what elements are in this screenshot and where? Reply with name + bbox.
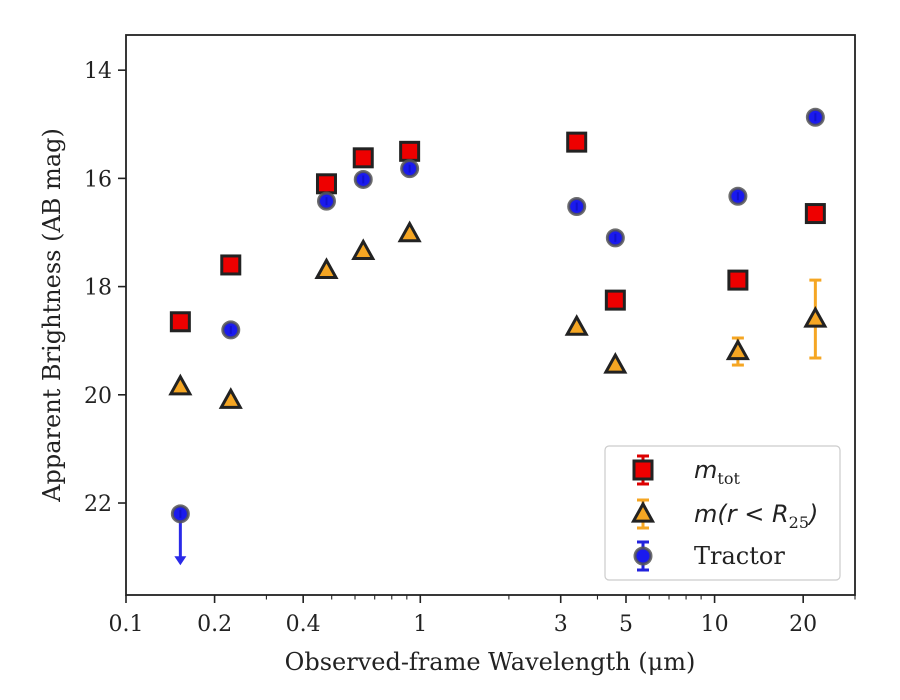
- legend-item-mr25: m(r < R25): [630, 498, 818, 532]
- x-tick-label: 3: [554, 612, 568, 637]
- mr25-point: [168, 373, 193, 396]
- legend-marker-tractor: [633, 546, 653, 566]
- y-axis-label: Apparent Brightness (AB mag): [38, 128, 66, 503]
- mtot-point: [220, 254, 242, 276]
- mtot-point: [169, 311, 191, 333]
- y-axis: 14 16 18 20 22: [84, 59, 126, 517]
- tractor-point: [805, 107, 825, 127]
- mtot-point: [399, 140, 421, 162]
- mr25-marker: [603, 351, 628, 374]
- mr25-marker: [725, 338, 750, 361]
- mtot-point: [352, 147, 374, 169]
- mtot-point: [566, 131, 588, 153]
- mtot-marker: [352, 147, 374, 169]
- mtot-marker: [315, 173, 337, 195]
- tractor-point: [170, 504, 190, 566]
- mr25-marker: [803, 305, 828, 328]
- mtot-marker: [804, 203, 826, 225]
- mr25-marker: [218, 387, 243, 409]
- tractor-point: [605, 228, 625, 248]
- series-mtot: [169, 131, 826, 333]
- mr25-marker: [168, 373, 193, 396]
- x-tick-label: 10: [701, 612, 729, 637]
- x-tick-label: 1: [413, 612, 427, 637]
- mtot-marker: [566, 131, 588, 153]
- mr25-marker: [397, 220, 422, 243]
- mr25-point: [725, 336, 750, 367]
- mtot-marker: [399, 140, 421, 162]
- legend-item-mtot: mtot: [632, 454, 740, 488]
- tractor-point: [353, 169, 373, 189]
- y-tick-label: 18: [84, 276, 112, 301]
- mtot-marker: [220, 254, 242, 276]
- legend-marker-mr25: [630, 500, 656, 523]
- y-tick-label: 20: [84, 384, 112, 409]
- upper-limit-arrow-head: [174, 556, 187, 566]
- mr25-point: [603, 351, 628, 374]
- legend-label-tractor: Tractor: [694, 542, 785, 570]
- legend-label-mr25: m(r < R25): [694, 500, 818, 532]
- x-tick-label: 0.4: [286, 612, 321, 637]
- mr25-marker: [314, 257, 339, 279]
- mr25-point: [218, 387, 243, 409]
- legend: mtot m(r < R25) Tractor: [604, 445, 841, 581]
- plot-area-frame: [125, 34, 856, 596]
- tractor-point: [221, 320, 241, 340]
- x-tick-label: 0.2: [197, 612, 232, 637]
- tractor-point: [400, 159, 420, 179]
- mr25-point: [351, 238, 376, 261]
- x-axis: 0.1 0.2 0.4 1 3 5 10 20: [109, 595, 856, 637]
- tractor-point: [728, 186, 748, 206]
- mr25-marker: [351, 238, 376, 261]
- mtot-point: [315, 173, 337, 195]
- mtot-marker: [169, 311, 191, 333]
- data-marks: [168, 107, 828, 566]
- tractor-point: [316, 191, 336, 211]
- y-tick-label: 14: [84, 59, 112, 84]
- x-tick-label: 5: [619, 612, 633, 637]
- y-tick-label: 16: [84, 167, 112, 192]
- tractor-point: [567, 197, 587, 217]
- mr25-marker: [564, 314, 589, 336]
- series-tractor: [170, 107, 825, 566]
- x-tick-label: 0.1: [109, 612, 144, 637]
- x-axis-label: Observed-frame Wavelength (μm): [285, 648, 696, 676]
- mr25-point: [803, 278, 828, 360]
- legend-item-tractor: Tractor: [633, 540, 785, 572]
- legend-marker-mtot: [632, 459, 654, 481]
- mtot-marker: [604, 289, 626, 311]
- legend-label-mtot: mtot: [694, 456, 740, 488]
- mr25-point: [397, 220, 422, 243]
- series-mr25: [168, 220, 828, 409]
- mr25-point: [564, 314, 589, 336]
- y-tick-label: 22: [84, 492, 112, 517]
- mtot-marker: [727, 269, 749, 291]
- x-tick-label: 20: [789, 612, 817, 637]
- mtot-point: [804, 203, 826, 225]
- mtot-point: [727, 269, 749, 291]
- legend-box: [604, 445, 841, 581]
- mtot-point: [604, 289, 626, 311]
- mr25-point: [314, 257, 339, 279]
